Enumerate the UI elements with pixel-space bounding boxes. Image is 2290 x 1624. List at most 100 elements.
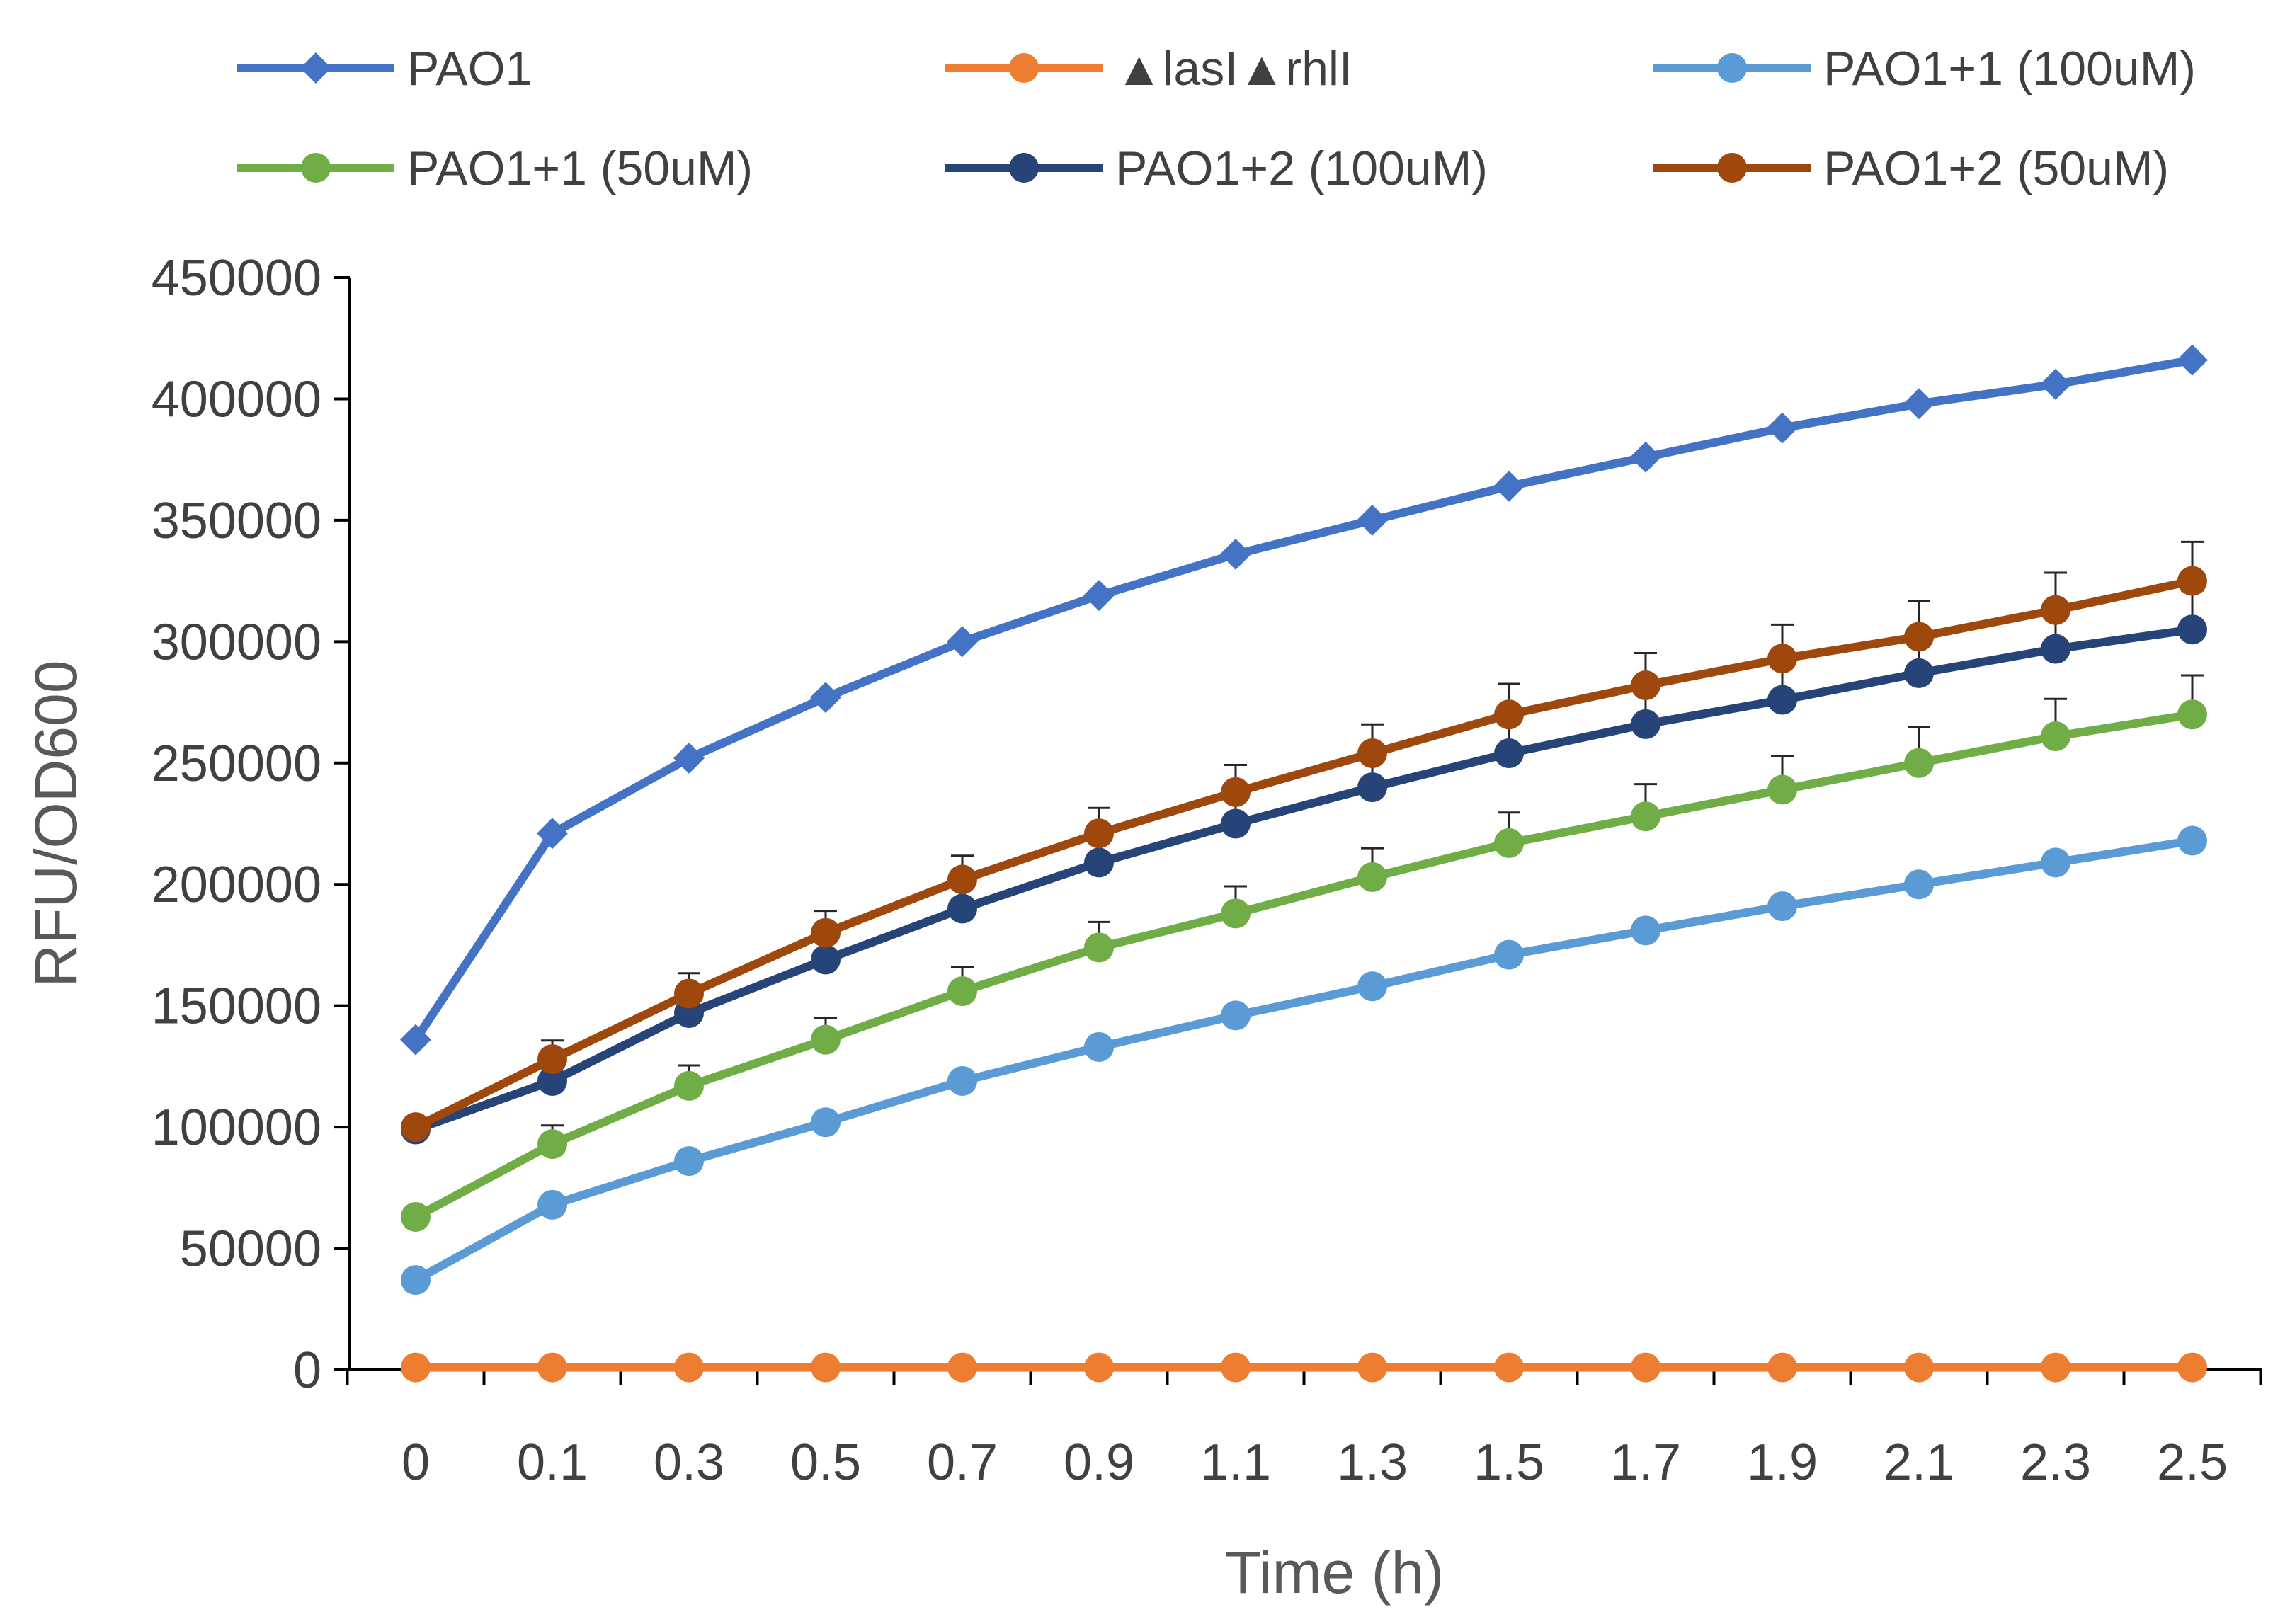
data-point bbox=[1357, 971, 1387, 1002]
data-point bbox=[2177, 344, 2208, 376]
data-point bbox=[1493, 470, 1525, 502]
data-point bbox=[2041, 1352, 2070, 1383]
series-line bbox=[411, 355, 2197, 1044]
legend-swatch-marker bbox=[1009, 153, 1039, 183]
data-point bbox=[1357, 738, 1387, 769]
series-5 bbox=[401, 540, 2207, 1143]
legend-label: PAO1+1 (100uM) bbox=[1823, 42, 2196, 96]
legend: PAO1 ▲lasI▲rhlI PAO1+1 (100uM) PAO1+1 (50uM… bbox=[237, 42, 2196, 195]
data-point bbox=[1084, 932, 1114, 963]
legend-swatch-marker bbox=[300, 52, 331, 84]
data-point bbox=[1083, 580, 1115, 612]
data-point bbox=[2177, 825, 2207, 856]
series-group bbox=[400, 344, 2208, 1383]
data-point bbox=[2177, 566, 2207, 596]
data-point bbox=[1221, 808, 1251, 839]
data-point bbox=[1084, 818, 1114, 849]
data-point bbox=[400, 1024, 431, 1056]
data-point bbox=[401, 1201, 431, 1232]
legend-swatch-marker bbox=[301, 153, 331, 183]
data-point bbox=[674, 1070, 704, 1101]
x-tick-label: 1.3 bbox=[1337, 1434, 1408, 1491]
data-point bbox=[1084, 847, 1114, 878]
data-point bbox=[2041, 721, 2070, 752]
data-point bbox=[1494, 828, 1524, 858]
y-tick-label: 200000 bbox=[152, 857, 321, 913]
data-point bbox=[947, 1352, 977, 1383]
legend-entry: PAO1+1 (100uM) bbox=[1653, 42, 2196, 96]
x-tick-label: 2.1 bbox=[1884, 1434, 1954, 1491]
data-point bbox=[1767, 1352, 1797, 1383]
data-point bbox=[811, 1024, 841, 1055]
series-1 bbox=[401, 1352, 2207, 1383]
data-point bbox=[1494, 699, 1524, 730]
legend-label: PAO1+2 (50uM) bbox=[1823, 142, 2169, 195]
legend-label: ▲lasI▲rhlI bbox=[1115, 42, 1352, 96]
legend-entry: PAO1+1 (50uM) bbox=[237, 142, 753, 195]
series-line bbox=[411, 836, 2197, 1285]
x-tick-label: 0.1 bbox=[517, 1434, 588, 1491]
data-point bbox=[1494, 939, 1524, 970]
x-tick-label: 0.9 bbox=[1064, 1434, 1134, 1491]
y-tick-label: 0 bbox=[293, 1342, 321, 1399]
legend-swatch-marker bbox=[1009, 53, 1039, 83]
y-ticks: 0 50000 100000 150000 200000 250000 300000 3500… bbox=[152, 250, 350, 1399]
y-tick-label: 50000 bbox=[180, 1221, 321, 1278]
data-point bbox=[537, 1352, 567, 1383]
data-point bbox=[674, 1352, 704, 1383]
series-line bbox=[411, 576, 2197, 1132]
legend-label: PAO1+1 (50uM) bbox=[407, 142, 753, 195]
data-point bbox=[1631, 915, 1660, 946]
data-point bbox=[1220, 538, 1251, 570]
data-point bbox=[1494, 738, 1524, 769]
data-point bbox=[2041, 634, 2070, 664]
legend-swatch-marker bbox=[1717, 53, 1747, 83]
x-tick-label: 0 bbox=[401, 1434, 430, 1491]
series-line bbox=[411, 625, 2197, 1134]
data-point bbox=[2040, 368, 2071, 400]
y-tick-label: 100000 bbox=[152, 1099, 321, 1156]
data-point bbox=[1221, 898, 1251, 929]
data-point bbox=[1084, 1031, 1114, 1062]
legend-entry: PAO1+2 (50uM) bbox=[1653, 142, 2169, 195]
data-point bbox=[401, 1265, 431, 1296]
series-line bbox=[411, 710, 2197, 1221]
data-point bbox=[1631, 1352, 1660, 1383]
data-point bbox=[537, 1044, 567, 1075]
data-point bbox=[811, 917, 841, 948]
data-point bbox=[1903, 388, 1935, 420]
data-point bbox=[1221, 1352, 1251, 1383]
x-tick-label: 0.5 bbox=[790, 1434, 861, 1491]
data-point bbox=[947, 893, 977, 924]
series-4 bbox=[401, 589, 2207, 1145]
legend-entry: PAO1+2 (100uM) bbox=[945, 142, 1488, 195]
legend-entry: PAO1 bbox=[237, 42, 532, 96]
data-point bbox=[2177, 699, 2207, 730]
data-point bbox=[811, 1107, 841, 1138]
legend-swatch-marker bbox=[1717, 153, 1747, 183]
data-point bbox=[1904, 1352, 1934, 1383]
x-ticks: 0 0.1 0.3 0.5 0.7 0.9 1.1 1.3 1.5 1.7 1.9 2.1 2.3 2.5 bbox=[346, 1370, 2262, 1491]
data-point bbox=[1767, 774, 1797, 805]
x-tick-label: 1.1 bbox=[1200, 1434, 1271, 1491]
data-point bbox=[811, 944, 841, 975]
data-point bbox=[1767, 412, 1798, 444]
data-point bbox=[1904, 748, 1934, 778]
data-point bbox=[947, 976, 977, 1007]
x-axis-title: Time (h) bbox=[1225, 1539, 1445, 1606]
data-point bbox=[401, 1112, 431, 1143]
series-2 bbox=[401, 825, 2207, 1296]
y-tick-label: 250000 bbox=[152, 736, 321, 792]
data-point bbox=[1767, 644, 1797, 674]
x-tick-label: 1.9 bbox=[1747, 1434, 1818, 1491]
data-point bbox=[1357, 504, 1388, 536]
data-point bbox=[1084, 1352, 1114, 1383]
x-tick-label: 2.5 bbox=[2157, 1434, 2228, 1491]
data-point bbox=[674, 1146, 704, 1177]
data-point bbox=[401, 1352, 431, 1383]
data-point bbox=[1631, 801, 1660, 832]
data-point bbox=[2177, 1352, 2207, 1383]
series-0 bbox=[400, 344, 2208, 1056]
data-point bbox=[1631, 670, 1660, 701]
